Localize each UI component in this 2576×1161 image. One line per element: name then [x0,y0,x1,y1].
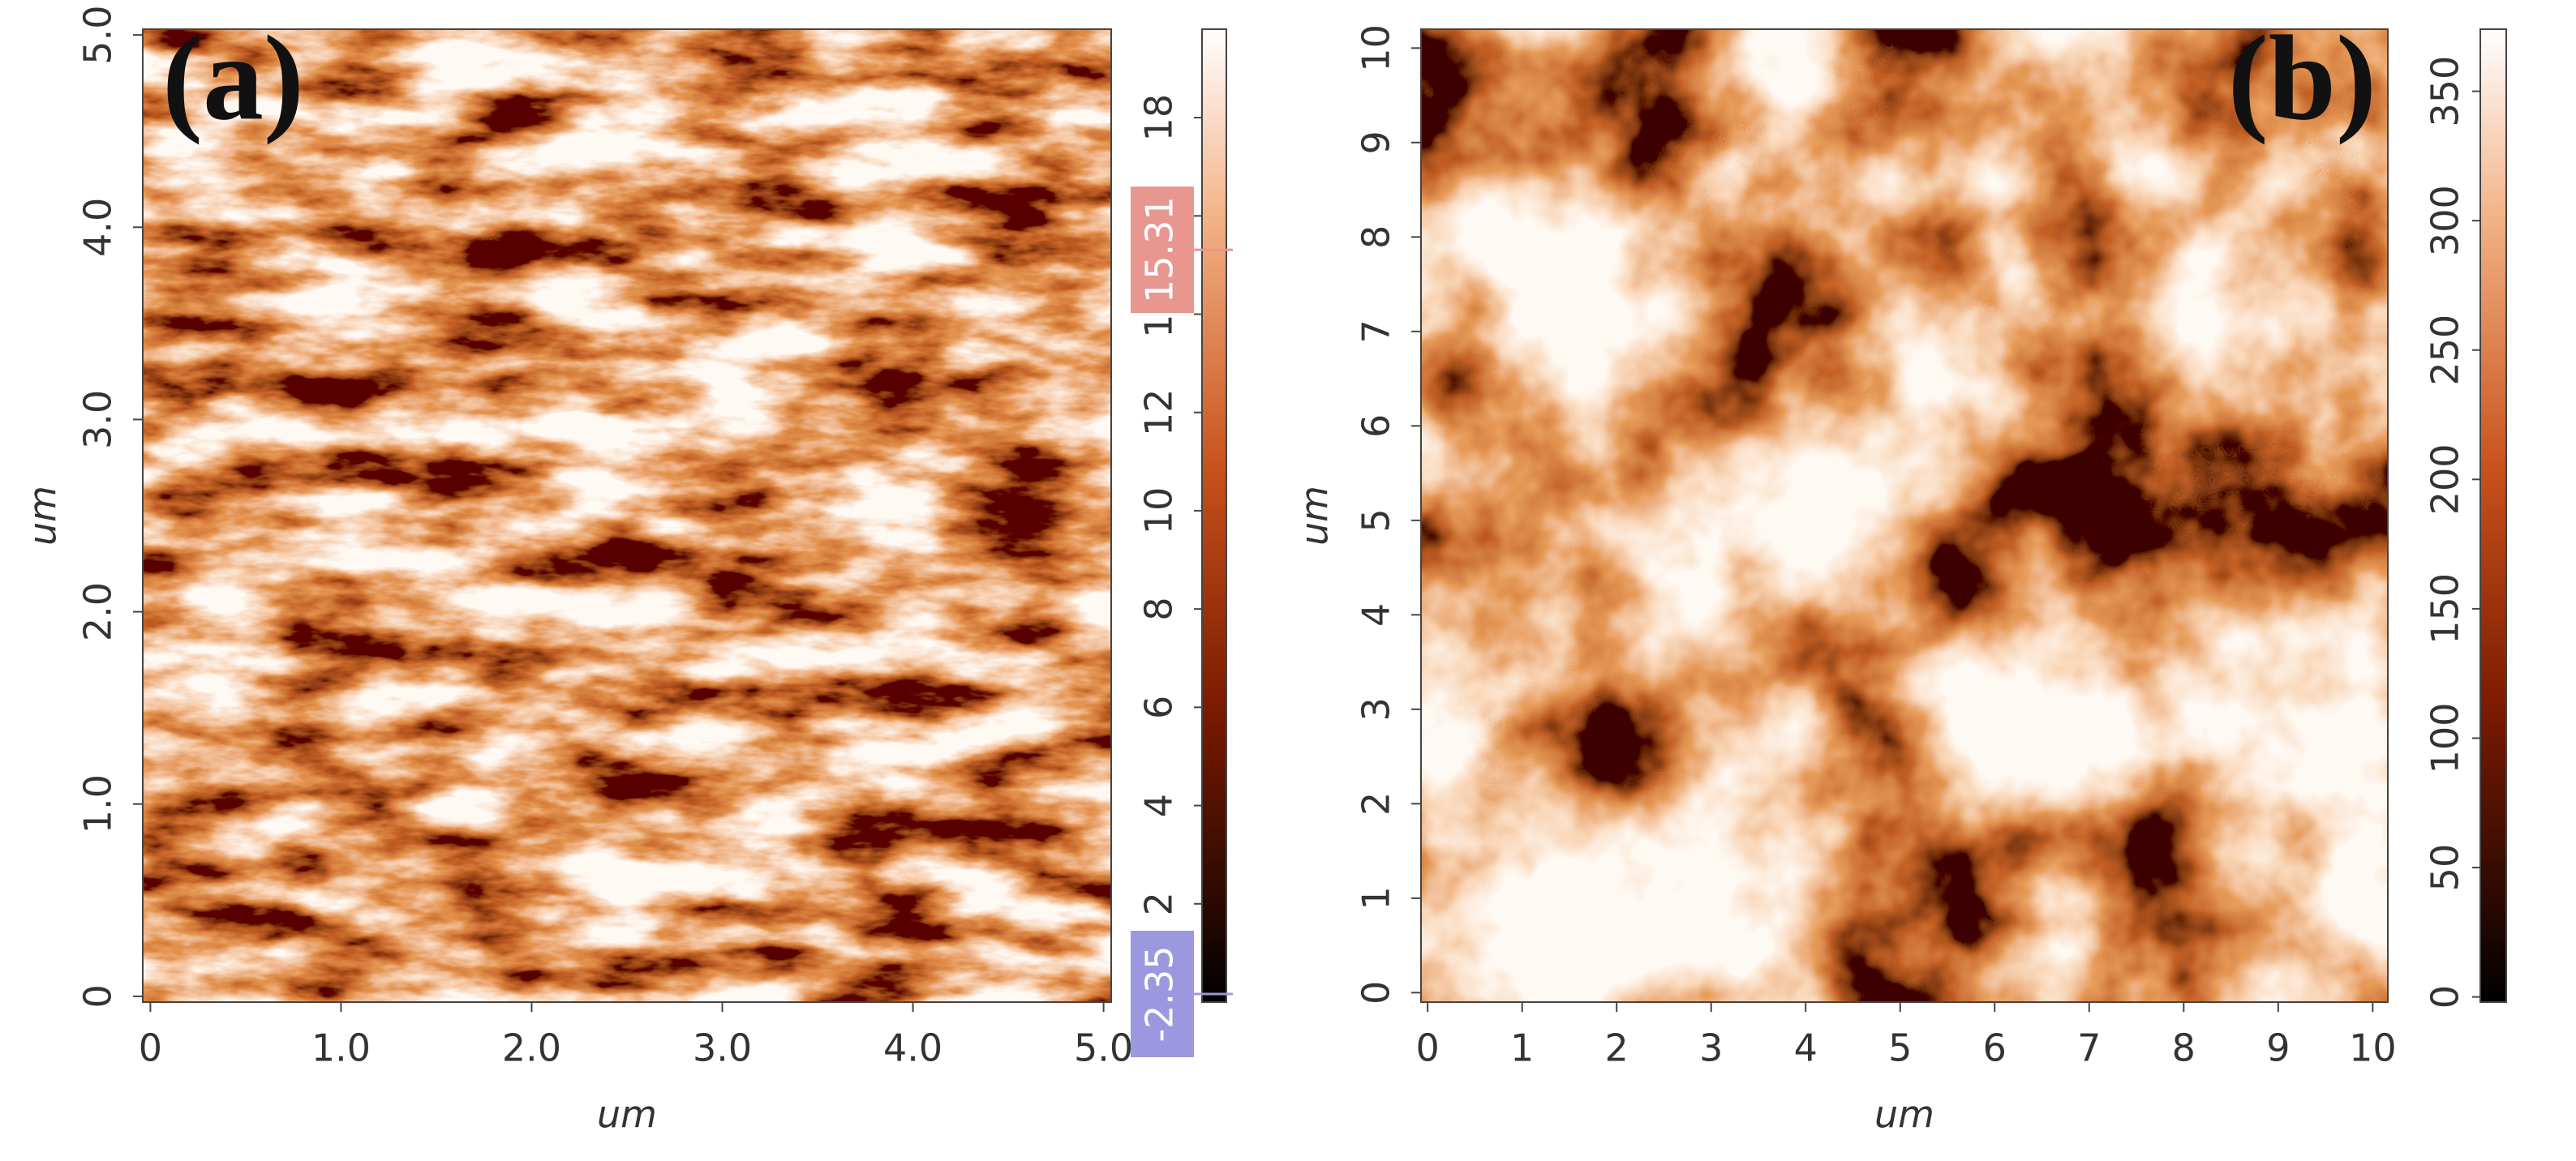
y-tick-label: 1 [1355,886,1398,910]
colorbar-tick-label: 50 [2424,844,2467,892]
x-tick-label: 5 [1888,1026,1912,1070]
x-tick-label: 0 [139,1026,162,1070]
colorbar-tick-label: 250 [2424,315,2467,386]
y-tick-label: 9 [1355,131,1398,154]
colorbar-tick-label: 6 [1137,696,1181,719]
colorbar-tick-label: 12 [1137,388,1181,436]
y-tick-label: 0 [1355,981,1398,1005]
y-tick-label: 5 [1355,508,1398,532]
afm-image [143,29,1111,1002]
y-tick-label: 5.0 [76,6,120,65]
colorbar-tick-label: 350 [2424,56,2467,127]
y-tick-label: 1.0 [76,774,120,833]
x-tick-label: 2 [1605,1026,1629,1070]
plot-frame [142,28,1112,1003]
colorbar-tick-label: 300 [2424,185,2467,256]
x-tick-label: 10 [2349,1026,2397,1070]
y-tick-label: 4.0 [76,198,120,257]
y-axis-label: um [21,486,65,546]
colorbar-tick-label: 18 [1137,94,1181,142]
x-tick-label: 6 [1983,1026,2007,1070]
scale-marker-box [1131,186,1194,314]
y-tick-label: 7 [1355,319,1398,343]
x-tick-label: 8 [2172,1026,2196,1070]
colorbar-tick-label: 4 [1137,794,1181,817]
x-tick-label: 4.0 [883,1026,942,1070]
x-tick-label: 7 [2077,1026,2101,1070]
y-tick-label: 0 [76,984,120,1008]
y-tick-label: 3 [1355,697,1398,721]
scale-marker-label: -2.35 [1138,945,1182,1042]
scale-marker-box [1131,931,1194,1057]
colorbar [1201,28,1227,1003]
colorbar-tick-label: 200 [2424,443,2467,515]
y-tick-label: 2 [1355,792,1398,816]
x-tick-label: 4 [1794,1026,1818,1070]
x-tick-label: 1.0 [311,1026,371,1070]
y-tick-label: 6 [1355,414,1398,438]
panel-label: (a) [162,11,304,145]
scale-marker-label: 15.31 [1138,196,1182,303]
afm-image [1421,29,2388,1002]
y-tick-label: 8 [1355,225,1398,249]
y-axis-label: um [1293,486,1337,546]
colorbar-tick-label: 8 [1137,598,1181,621]
x-tick-label: 1 [1510,1026,1534,1070]
colorbar [2479,28,2507,1003]
x-tick-label: 3.0 [693,1026,752,1070]
plot-frame [1420,28,2389,1003]
x-tick-label: 2.0 [502,1026,561,1070]
x-axis-label: um [1874,1093,1934,1137]
y-tick-label: 3.0 [76,390,120,449]
colorbar-tick-label: 100 [2424,703,2467,774]
y-tick-label: 2.0 [76,582,120,641]
x-tick-label: 5.0 [1074,1026,1133,1070]
colorbar-tick-label: 0 [2424,985,2467,1009]
panel-label: (b) [2228,11,2376,145]
colorbar-tick-label: 10 [1137,487,1181,535]
colorbar-tick-label: 2 [1137,892,1181,915]
x-tick-label: 3 [1699,1026,1723,1070]
y-tick-label: 4 [1355,603,1398,627]
x-axis-label: um [597,1093,657,1137]
y-tick-label: 10 [1355,24,1398,72]
colorbar-tick-label: 150 [2424,573,2467,645]
x-tick-label: 0 [1416,1026,1440,1070]
x-tick-label: 9 [2266,1026,2290,1070]
